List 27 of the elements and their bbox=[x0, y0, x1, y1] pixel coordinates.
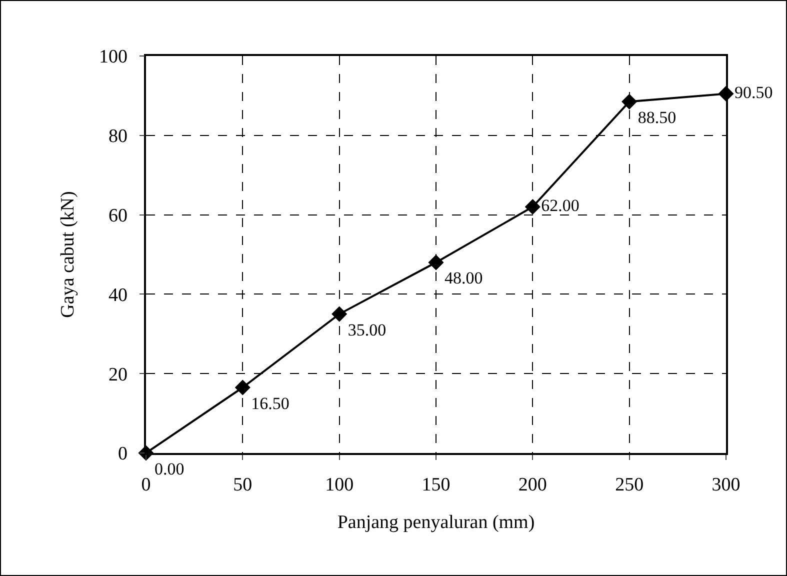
data-label: 48.00 bbox=[444, 268, 483, 288]
y-tick-label: 40 bbox=[108, 284, 128, 306]
x-axis-title: Panjang penyaluran (mm) bbox=[337, 512, 535, 533]
y-tick-label: 80 bbox=[108, 126, 128, 148]
data-label: 90.50 bbox=[734, 82, 773, 102]
point bbox=[234, 380, 250, 396]
x-tick-label: 0 bbox=[141, 474, 151, 496]
x-tick-label: 150 bbox=[422, 474, 450, 496]
data-label: 0.00 bbox=[154, 459, 184, 478]
point bbox=[332, 306, 348, 322]
data-label: 62.00 bbox=[541, 196, 580, 216]
data-label: 16.50 bbox=[251, 394, 290, 413]
point bbox=[524, 199, 540, 215]
point bbox=[622, 94, 638, 110]
x-tick-label: 100 bbox=[325, 474, 354, 496]
x-tick-label: 300 bbox=[712, 474, 740, 496]
point bbox=[428, 254, 444, 270]
data-label: 88.50 bbox=[638, 108, 676, 127]
x-tick-label: 200 bbox=[518, 474, 547, 496]
x-tick-label: 50 bbox=[233, 474, 252, 496]
y-tick-label: 60 bbox=[108, 205, 128, 226]
data-label: 35.00 bbox=[348, 320, 386, 340]
y-axis-title: Gaya cabut (kN) bbox=[57, 191, 78, 318]
y-tick-label: 20 bbox=[108, 364, 128, 386]
y-tick-label: 100 bbox=[98, 46, 128, 68]
x-tick-label: 250 bbox=[615, 474, 644, 496]
y-tick-label: 0 bbox=[118, 444, 128, 465]
